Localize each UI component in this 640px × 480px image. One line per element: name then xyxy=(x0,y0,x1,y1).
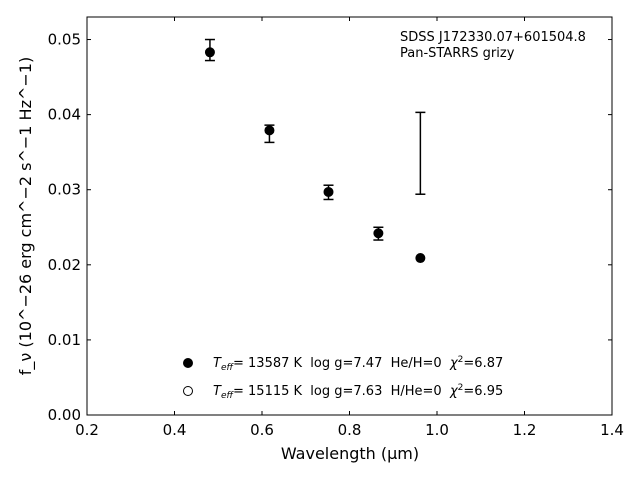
legend-1-chi-symbol: χ xyxy=(449,356,459,371)
data-point-filled xyxy=(373,228,384,239)
data-point-filled xyxy=(415,253,426,264)
data-point-filled xyxy=(323,186,334,197)
x-tick-label: 1.2 xyxy=(513,421,537,439)
y-tick-label: 0.00 xyxy=(48,406,81,424)
chart-marks xyxy=(204,38,426,264)
legend-1-chi-value: =6.87 xyxy=(463,356,503,371)
legend-1-params: = 13587 K log g=7.47 He/H=0 xyxy=(233,356,450,371)
data-point-filled xyxy=(264,125,275,136)
legend-entry-1: Teff= 13587 K log g=7.47 He/H=0 χ2=6.87 xyxy=(213,355,503,373)
x-tick-label: 0.8 xyxy=(338,421,362,439)
y-tick-label: 0.04 xyxy=(48,106,81,124)
y-axis-label: f_ν (10^−26 erg cm^−2 s^−1 Hz^−1) xyxy=(16,57,36,375)
legend-marker-open xyxy=(183,386,193,396)
y-tick-label: 0.03 xyxy=(48,181,81,199)
legend-1-teff-subscript: eff xyxy=(221,363,235,373)
x-tick-label: 1.4 xyxy=(600,421,624,439)
x-tick-label: 0.4 xyxy=(163,421,187,439)
legend: Teff= 13587 K log g=7.47 He/H=0 χ2=6.87 … xyxy=(183,355,503,401)
y-tick-label: 0.01 xyxy=(48,331,81,349)
legend-2-teff-subscript: eff xyxy=(221,391,235,401)
legend-2-teff-symbol: T xyxy=(213,384,222,399)
legend-2-params: = 15115 K log g=7.63 H/He=0 xyxy=(233,384,450,399)
x-tick-label: 0.2 xyxy=(75,421,99,439)
x-tick-label: 0.6 xyxy=(250,421,274,439)
y-tick-label: 0.05 xyxy=(48,31,81,49)
data-point-filled xyxy=(204,47,215,58)
x-axis-label: Wavelength (μm) xyxy=(281,444,419,463)
legend-2-chi-value: =6.95 xyxy=(463,384,503,399)
legend-2-chi-superscript: 2 xyxy=(458,383,464,393)
annotation-line-2: Pan-STARRS grizy xyxy=(400,46,515,61)
legend-marker-filled xyxy=(183,358,193,368)
legend-2-chi-symbol: χ xyxy=(449,384,459,399)
legend-entry-2: Teff= 15115 K log g=7.63 H/He=0 χ2=6.95 xyxy=(213,383,503,401)
y-tick-label: 0.02 xyxy=(48,256,81,274)
legend-1-chi-superscript: 2 xyxy=(458,355,464,365)
annotation-line-1: SDSS J172330.07+601504.8 xyxy=(400,30,586,45)
x-tick-label: 1.0 xyxy=(425,421,449,439)
y-axis-ticks: 0.00 0.01 0.02 0.03 0.04 0.05 xyxy=(48,31,612,424)
x-axis-ticks: 0.2 0.4 0.6 0.8 1.0 1.2 1.4 xyxy=(75,17,624,439)
legend-1-teff-symbol: T xyxy=(213,356,222,371)
